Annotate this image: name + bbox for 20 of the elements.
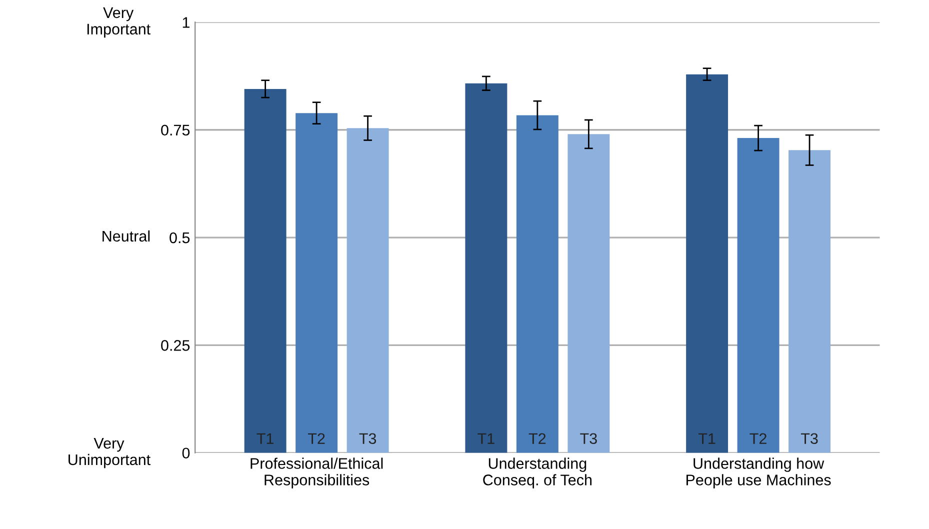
text: T1 <box>478 433 494 444</box>
series-label: T2 <box>308 433 325 444</box>
text: T3 <box>580 433 597 444</box>
text: T1 <box>698 433 716 444</box>
x-tick-label: Understanding how People use Machines <box>686 458 831 488</box>
series-label: T3 <box>359 433 376 444</box>
text: T2 <box>750 433 766 444</box>
x-tick-label: Understanding Conseq. of Tech <box>483 458 592 488</box>
text: T2 <box>528 433 546 444</box>
y-tick-label: 0.75 <box>161 124 190 136</box>
y-tick-label: 0 <box>182 448 190 459</box>
series-label: T1 <box>256 433 274 444</box>
x-tick-label: Professional/Ethical Responsibilities <box>250 458 383 488</box>
text: Very Unimportant <box>68 438 150 468</box>
y-tick-label: 1 <box>182 17 190 28</box>
text: Neutral <box>102 230 150 242</box>
y-tick-label: 0.5 <box>170 232 190 244</box>
y-tick-label: 0.25 <box>161 340 190 351</box>
text: T3 <box>800 433 818 444</box>
text: Very Important <box>87 7 150 38</box>
